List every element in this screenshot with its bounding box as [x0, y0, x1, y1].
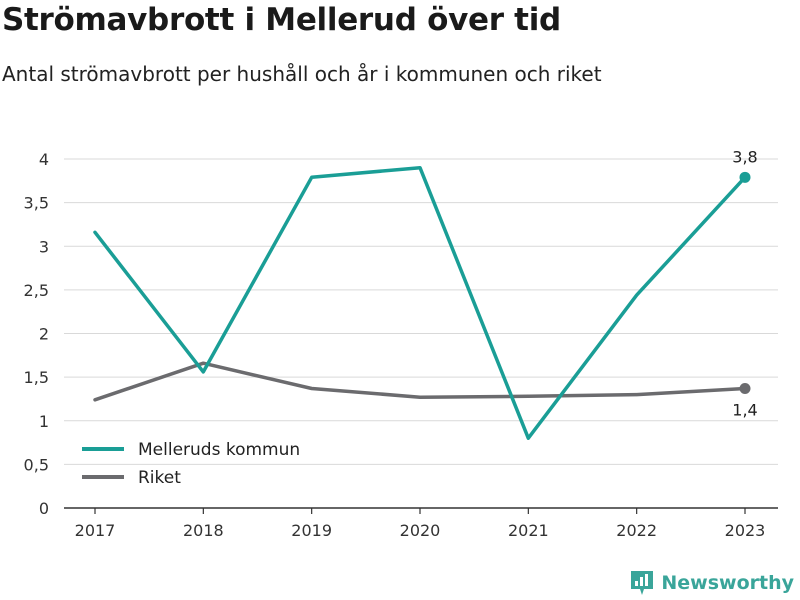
x-tick-label: 2017: [75, 521, 116, 540]
series-line: [93, 165, 747, 440]
series-end-point: [739, 382, 751, 394]
brand-footer: Newsworthy: [629, 569, 794, 597]
x-tick-label: 2021: [508, 521, 549, 540]
x-tick-label: 2018: [183, 521, 224, 540]
legend-label: Melleruds kommun: [138, 440, 300, 460]
y-tick-label: 0,5: [24, 455, 49, 474]
series-lines: 1,4 3,8: [93, 147, 758, 440]
newsworthy-logo-icon: [631, 571, 654, 595]
brand-name: Newsworthy: [661, 572, 794, 594]
x-tick-label: 2020: [400, 521, 441, 540]
y-axis-ticks: 0 0,5 1 1,5 2 2,5 3 3,5 4: [24, 150, 49, 518]
y-tick-label: 3,5: [24, 194, 49, 213]
x-tick-label: 2022: [616, 521, 657, 540]
y-tick-label: 2: [39, 325, 49, 344]
y-tick-label: 0: [39, 499, 49, 518]
data-label: 1,4: [732, 400, 757, 419]
chart-subtitle: Antal strömavbrott per hushåll och år i …: [2, 62, 602, 86]
y-tick-label: 1: [39, 412, 49, 431]
data-label: 3,8: [732, 147, 757, 166]
y-tick-label: 4: [39, 150, 49, 169]
y-tick-label: 2,5: [24, 281, 49, 300]
x-tick-label: 2019: [291, 521, 332, 540]
series-end-point: [739, 171, 751, 183]
legend-label: Riket: [138, 468, 181, 488]
y-tick-label: 3: [39, 237, 49, 256]
chart-title: Strömavbrott i Mellerud över tid: [2, 2, 561, 38]
series-line: [93, 361, 747, 402]
x-axis: 2017 2018 2019 2020 2021 2022 2023: [64, 507, 778, 540]
gridlines: [64, 158, 778, 465]
legend: Melleruds kommun Riket: [80, 437, 320, 489]
y-tick-label: 1,5: [24, 368, 49, 387]
x-tick-label: 2023: [725, 521, 766, 540]
